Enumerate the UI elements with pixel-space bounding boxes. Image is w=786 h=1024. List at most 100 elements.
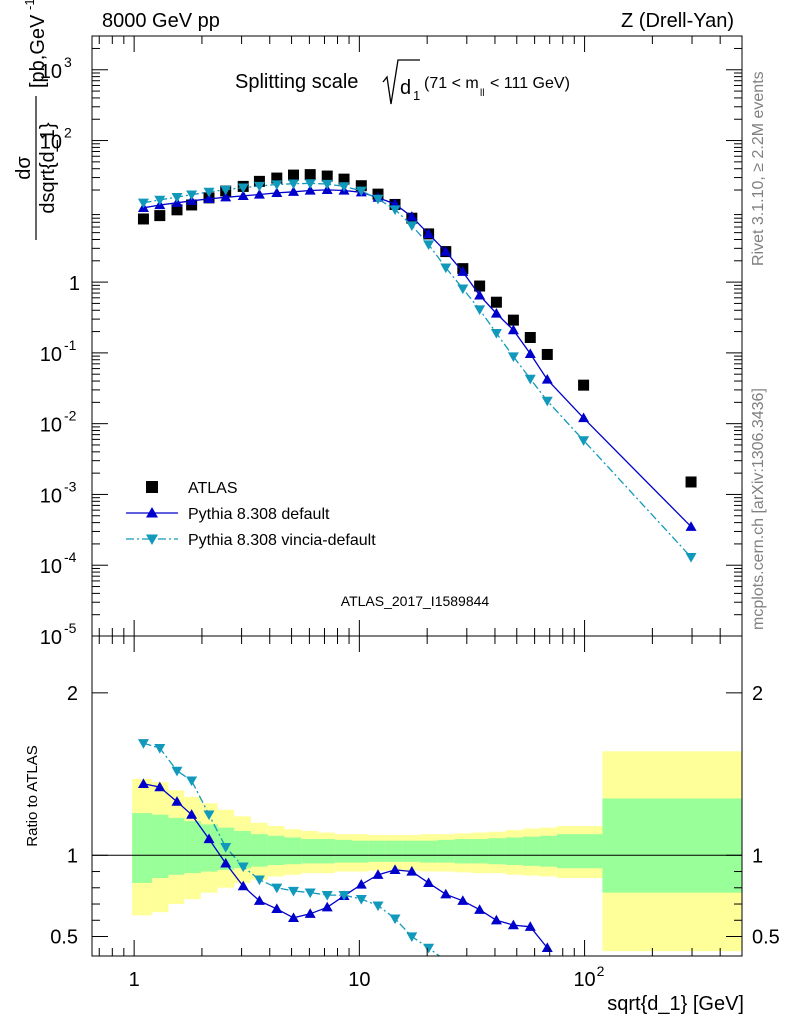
legend-label-atlas: ATLAS xyxy=(188,480,238,497)
main-y-tick-label: 10 xyxy=(40,61,62,83)
y-label-unit: [pb,GeV xyxy=(27,14,49,88)
ratio-stat-uncertainty-band xyxy=(267,835,285,866)
main-series-line-pythia-8-308-vincia-default xyxy=(143,182,692,558)
main-point-pythia-8-308-vincia-default xyxy=(237,183,249,194)
main-point-pythia-8-308-default xyxy=(423,228,435,239)
main-point-pythia-8-308-vincia-default xyxy=(271,180,283,191)
main-point-pythia-8-308-vincia-default xyxy=(578,436,590,446)
ratio-point-pythia-8-308-default xyxy=(389,864,401,875)
main-point-pythia-8-308-vincia-default xyxy=(253,181,265,192)
x-tick-label: 10 xyxy=(348,969,370,991)
title-cut-subscript: ll xyxy=(480,88,484,99)
main-point-atlas xyxy=(137,213,149,225)
main-y-tick-exponent: -5 xyxy=(64,620,77,636)
main-point-pythia-8-308-vincia-default xyxy=(541,396,553,407)
y-label-denominator: dsqrt{d_1} xyxy=(37,122,59,214)
ratio-stat-uncertainty-band xyxy=(437,839,455,863)
x-tick-label: 10 xyxy=(573,969,595,991)
ratio-point-pythia-8-308-vincia-default xyxy=(171,766,183,777)
ratio-point-pythia-8-308-default xyxy=(203,833,215,844)
ratio-y-tick-label-right: 2 xyxy=(752,683,763,705)
ratio-point-pythia-8-308-default xyxy=(287,912,299,922)
title-main-text: Splitting scale xyxy=(235,71,358,93)
ratio-stat-uncertainty-band xyxy=(284,837,302,865)
ratio-point-pythia-8-308-default xyxy=(507,919,519,930)
main-point-atlas xyxy=(578,379,590,391)
ratio-stat-uncertainty-band xyxy=(420,840,438,863)
ratio-y-tick-label: 0.5 xyxy=(50,927,78,949)
main-y-tick-label: 10 xyxy=(40,556,62,578)
main-point-atlas xyxy=(321,170,333,182)
main-y-tick-label: 1 xyxy=(69,273,80,295)
main-point-pythia-8-308-default xyxy=(440,246,452,256)
main-point-pythia-8-308-default xyxy=(578,412,590,423)
ratio-point-pythia-8-308-vincia-default xyxy=(321,890,333,901)
ratio-y-axis-label: Ratio to ATLAS xyxy=(24,745,41,846)
main-point-pythia-8-308-vincia-default xyxy=(171,192,183,203)
ratio-point-pythia-8-308-vincia-default xyxy=(440,957,451,967)
ratio-point-pythia-8-308-vincia-default xyxy=(355,895,367,905)
ratio-stat-uncertainty-band xyxy=(522,836,540,866)
ratio-point-pythia-8-308-vincia-default xyxy=(220,843,232,853)
main-point-pythia-8-308-vincia-default xyxy=(137,198,149,209)
x-tick-exponent: 2 xyxy=(597,963,605,979)
main-point-atlas xyxy=(287,169,299,181)
main-point-pythia-8-308-vincia-default xyxy=(154,195,166,206)
main-point-pythia-8-308-vincia-default xyxy=(321,179,333,190)
main-point-pythia-8-308-vincia-default xyxy=(507,352,519,362)
main-point-pythia-8-308-default xyxy=(507,324,519,335)
main-y-tick-exponent: 2 xyxy=(64,125,72,141)
ratio-point-pythia-8-308-vincia-default xyxy=(338,890,350,901)
main-point-pythia-8-308-vincia-default xyxy=(287,179,299,190)
ratio-point-pythia-8-308-default xyxy=(440,888,452,899)
ratio-point-pythia-8-308-default xyxy=(271,903,283,914)
main-point-pythia-8-308-default xyxy=(406,211,418,221)
ratio-stat-uncertainty-band xyxy=(505,837,523,866)
ratio-stat-uncertainty-band xyxy=(151,814,169,879)
main-point-atlas xyxy=(507,314,519,326)
title-cut-text: (71 < m xyxy=(424,75,479,92)
ratio-stat-uncertainty-band xyxy=(368,840,386,862)
ratio-point-pythia-8-308-default xyxy=(237,880,249,891)
analysis-id-label: ATLAS_2017_I1589844 xyxy=(341,593,490,609)
ratio-point-pythia-8-308-vincia-default xyxy=(237,862,249,873)
ratio-point-pythia-8-308-default xyxy=(474,904,486,914)
main-point-pythia-8-308-default xyxy=(541,374,553,384)
legend-label-pythia-8-308-vincia-default: Pythia 8.308 vincia-default xyxy=(188,532,376,549)
main-point-pythia-8-308-default xyxy=(203,193,215,203)
main-y-tick-exponent: 3 xyxy=(64,54,72,70)
legend: ATLAS Pythia 8.308 default Pythia 8.308 vi… xyxy=(126,480,376,549)
ratio-point-pythia-8-308-vincia-default xyxy=(372,901,384,912)
main-point-atlas xyxy=(154,210,166,222)
title-variable-index: 1 xyxy=(413,88,420,103)
main-point-atlas xyxy=(338,173,350,185)
ratio-stat-uncertainty-band xyxy=(234,830,251,869)
ratio-point-pythia-8-308-default xyxy=(186,809,198,819)
ratio-point-pythia-8-308-default xyxy=(372,869,384,879)
mcplots-label: mcplots.cern.ch [arXiv:1306.3436] xyxy=(750,388,767,630)
legend-marker-pythia-8-308-vincia-default xyxy=(146,534,158,545)
main-point-atlas xyxy=(490,296,502,308)
ratio-point-pythia-8-308-default xyxy=(490,914,502,925)
main-point-pythia-8-308-vincia-default xyxy=(355,186,367,197)
ratio-point-pythia-8-308-default xyxy=(457,895,469,905)
main-point-pythia-8-308-vincia-default xyxy=(685,553,697,563)
ratio-stat-uncertainty-band xyxy=(317,839,335,864)
ratio-point-pythia-8-308-vincia-default xyxy=(137,739,149,749)
main-point-pythia-8-308-default xyxy=(524,348,536,358)
ratio-stat-uncertainty-band xyxy=(200,824,218,872)
main-point-pythia-8-308-vincia-default xyxy=(440,263,452,274)
main-y-tick-exponent: -2 xyxy=(64,408,77,424)
title-sqrt-symbol xyxy=(382,59,420,105)
ratio-point-pythia-8-308-vincia-default xyxy=(154,743,166,754)
main-series-line-pythia-8-308-default xyxy=(143,189,692,528)
header-left-label: 8000 GeV pp xyxy=(102,10,220,32)
ratio-point-pythia-8-308-vincia-default xyxy=(203,810,215,821)
ratio-point-pythia-8-308-vincia-default xyxy=(253,875,265,886)
main-y-tick-exponent: -3 xyxy=(64,478,77,494)
main-point-pythia-8-308-default xyxy=(237,190,249,201)
main-title: Splitting scale d 1 (71 < mll < 111 GeV) xyxy=(235,59,570,105)
ratio-point-pythia-8-308-vincia-default xyxy=(406,932,418,943)
main-point-atlas xyxy=(541,348,553,360)
main-point-pythia-8-308-vincia-default xyxy=(203,187,215,198)
